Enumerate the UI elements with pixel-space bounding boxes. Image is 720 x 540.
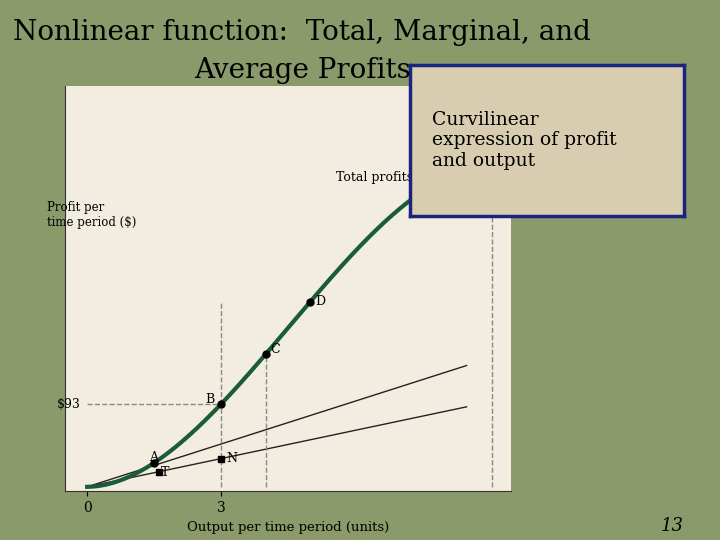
Text: T: T — [161, 465, 169, 479]
X-axis label: Output per time period (units): Output per time period (units) — [187, 521, 389, 534]
Text: D: D — [315, 295, 326, 308]
Text: Nonlinear function:  Total, Marginal, and: Nonlinear function: Total, Marginal, and — [14, 19, 591, 46]
Text: A: A — [149, 451, 158, 464]
Text: Curvilinear
expression of profit
and output: Curvilinear expression of profit and out… — [432, 111, 617, 170]
Text: Average Profits: Average Profits — [194, 57, 411, 84]
Text: N: N — [226, 451, 238, 464]
Text: Profit per
time period ($): Profit per time period ($) — [47, 200, 136, 228]
Text: 13: 13 — [661, 517, 684, 535]
Text: B: B — [205, 393, 215, 406]
Text: Total profits (π): Total profits (π) — [336, 171, 436, 184]
Text: E: E — [498, 156, 507, 168]
Text: $93: $93 — [57, 397, 81, 410]
Text: C: C — [270, 343, 280, 356]
